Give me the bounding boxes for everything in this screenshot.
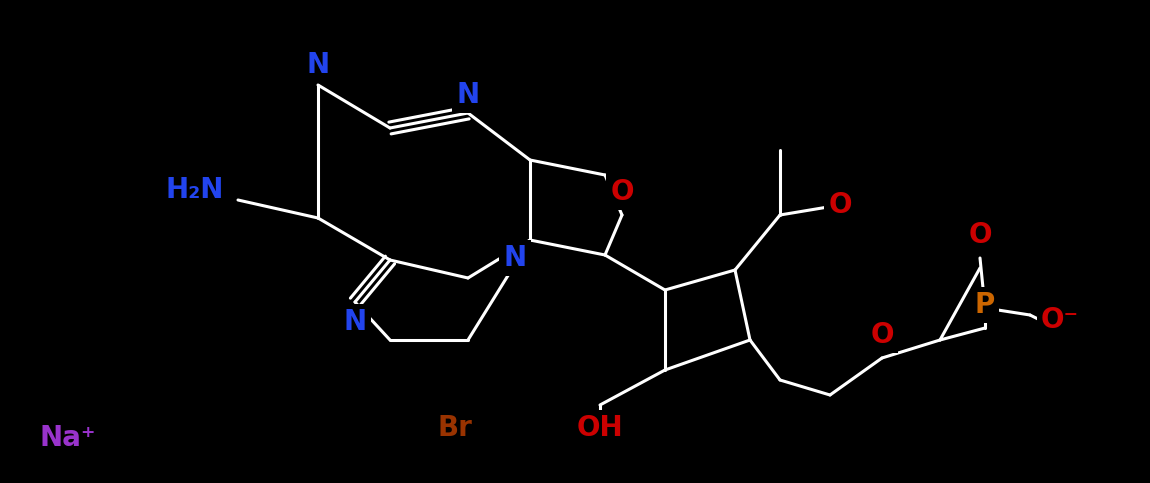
Text: H₂N: H₂N [166,176,224,204]
Text: O: O [968,221,991,249]
Text: N: N [344,308,367,336]
Text: O⁻: O⁻ [1041,306,1079,334]
Text: Br: Br [437,414,473,442]
Text: O: O [611,178,634,206]
Text: O: O [871,321,894,349]
Text: Na⁺: Na⁺ [40,424,97,452]
Text: O: O [828,191,852,219]
Text: N: N [306,51,330,79]
Text: N: N [457,81,480,109]
Text: OH: OH [576,414,623,442]
Text: N: N [504,244,527,272]
Text: P: P [975,291,995,319]
